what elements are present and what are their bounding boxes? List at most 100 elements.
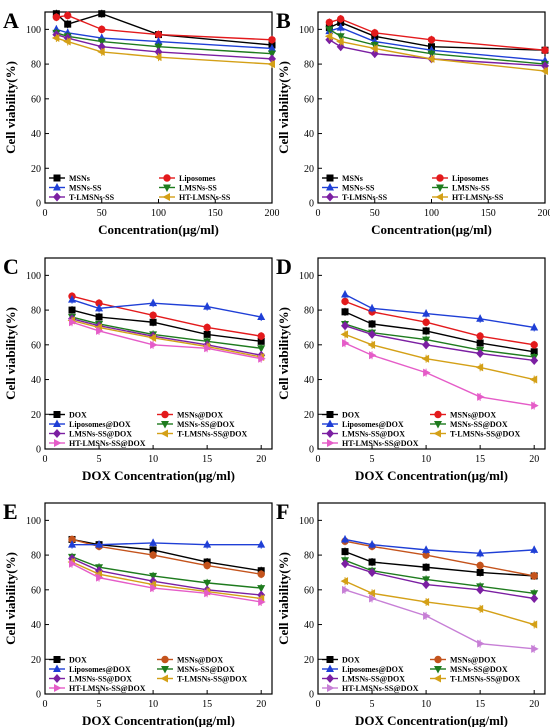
panel-b: B 0 20 40 60 80 100 0 50 100 150 200 Concentration(μ… [276, 8, 550, 237]
legend-item-msns-ss: MSNs-SS [322, 183, 375, 193]
y-tick-label: 60 [31, 340, 41, 351]
legend-marker [53, 411, 61, 418]
legend-label: T-LMSNs-SS@DOX [177, 675, 247, 684]
legend-label: T-LMSNs-SS@DOX [450, 430, 520, 439]
data-point [476, 314, 485, 322]
y-tick-label: 100 [299, 516, 314, 527]
data-point [98, 25, 106, 34]
legend-label: LMSNs-SS@DOX [342, 430, 405, 439]
y-tick-label: 0 [36, 199, 41, 210]
x-tick-label: 150 [481, 208, 496, 219]
y-tick-label: 40 [304, 375, 314, 386]
series-line [55, 12, 273, 46]
y-axis-title: Cell viability(%) [3, 61, 18, 154]
y-axis-title: Cell viability(%) [276, 307, 291, 400]
legend-item-t-lmsns-ss-dox: T-LMSNs-SS@DOX [157, 674, 247, 684]
y-tick-label: 40 [31, 620, 41, 631]
series-ht-lmsns-ss-dox [69, 559, 266, 606]
legend-marker [326, 664, 334, 672]
y-axis-title: Cell viability(%) [276, 61, 291, 154]
legend-label: Liposomes@DOX [69, 665, 131, 674]
y-tick-label: 60 [31, 94, 41, 105]
legend-marker [326, 656, 334, 663]
legend-item-dox: DOX [49, 411, 87, 420]
data-point [476, 585, 485, 595]
legend-item-t-lmsns-ss-dox: T-LMSNs-SS@DOX [430, 429, 520, 439]
x-tick-label: 150 [208, 208, 223, 219]
y-tick-label: 40 [31, 375, 41, 386]
legend-marker [161, 666, 169, 674]
data-point [68, 540, 77, 548]
y-tick-label: 60 [31, 585, 41, 596]
legend-item-ht-lmsns-ss: HT-LMSNs-SS [159, 193, 231, 202]
legend-label: MSNs@DOX [450, 411, 496, 420]
legend-label: Liposomes [179, 174, 215, 183]
legend-label: T-LMSNs-SS@DOX [450, 675, 520, 684]
data-point [149, 298, 158, 307]
x-tick-label: 200 [265, 208, 280, 219]
legend-marker [435, 193, 443, 201]
legend-marker [53, 656, 61, 663]
x-tick-label: 0 [43, 208, 48, 219]
series-ht-lmsns-ss-dox [342, 339, 539, 410]
legend-marker [433, 429, 441, 438]
data-point [541, 46, 549, 54]
data-point [370, 44, 378, 53]
data-point [149, 318, 157, 326]
legend-label: MSNs@DOX [450, 656, 496, 665]
data-point [531, 644, 539, 653]
panel-label: A [3, 8, 19, 33]
y-tick-label: 100 [26, 516, 41, 527]
legend-item-msns-dox: MSNs@DOX [430, 411, 496, 420]
data-point [324, 32, 333, 41]
data-point [477, 392, 485, 401]
x-tick-label: 50 [97, 208, 107, 219]
panel-c: C 0 20 40 60 80 100 0 5 10 15 20 DOX Concentration(μ… [3, 254, 273, 483]
data-point [267, 60, 275, 69]
legend-item-t-lmsns-ss: T-LMSNs-SS [49, 192, 115, 202]
legend-item-lmsns-ss: LMSNs-SS [432, 184, 490, 193]
y-axis-title: Cell viability(%) [3, 552, 18, 645]
legend-label: HT-LMSNs-SS@DOX [342, 684, 419, 693]
data-point [341, 297, 349, 306]
legend-label: LMSNs-SS [452, 184, 490, 193]
data-point [337, 15, 345, 23]
data-point [341, 534, 350, 543]
y-tick-label: 20 [304, 410, 314, 421]
legend-label: HT-LMSNs-SS [452, 193, 504, 202]
legend-label: HT-LMSNs-SS [179, 193, 231, 202]
data-point [95, 313, 103, 321]
series-line [344, 580, 535, 626]
legend-marker [53, 664, 61, 672]
data-point [476, 349, 485, 358]
data-point [367, 589, 376, 598]
plot-frame [44, 502, 273, 695]
data-point [148, 333, 157, 342]
y-tick-label: 20 [304, 655, 314, 666]
legend: DOX MSNs@DOX Liposomes@DOX MSNs-SS@DOX LMSNs… [49, 411, 247, 448]
panel-label: D [276, 254, 292, 279]
data-point [95, 299, 103, 307]
legend-item-ht-lmsns-ss-dox: HT-LMSNs-SS@DOX [322, 684, 419, 693]
plot-frame [44, 257, 273, 450]
data-point [422, 318, 430, 326]
series-liposomes-dox [68, 295, 266, 322]
y-tick-label: 0 [36, 690, 41, 701]
legend-item-lmsns-ss-dox: LMSNs-SS@DOX [49, 429, 132, 439]
legend-marker [53, 419, 61, 427]
data-point [204, 344, 212, 353]
x-axis-title: DOX Concentration(μg/ml) [82, 713, 235, 727]
legend-label: LMSNs-SS@DOX [69, 430, 132, 439]
data-point [51, 34, 60, 43]
data-point [371, 29, 379, 37]
series-liposomes [52, 11, 276, 44]
data-point [336, 23, 345, 31]
legend-item-msns-ss-dox: MSNs-SS@DOX [157, 665, 235, 674]
series-line [328, 39, 546, 67]
data-point [422, 580, 431, 590]
legend-label: MSNs@DOX [177, 656, 223, 665]
legend-label: HT-LMSNs-SS@DOX [69, 439, 146, 448]
series-msns [325, 18, 549, 55]
legend-label: DOX [342, 411, 360, 420]
panel-e: E 0 20 40 60 80 100 0 5 10 15 20 DOX Concentration(μ… [3, 499, 273, 727]
